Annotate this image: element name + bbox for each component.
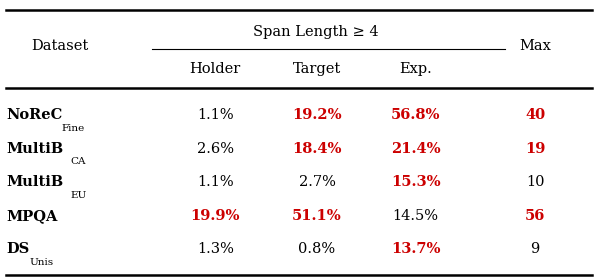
Text: 2.7%: 2.7% (298, 175, 335, 189)
Text: Unis: Unis (30, 258, 54, 267)
Text: 0.8%: 0.8% (298, 242, 335, 256)
Text: 40: 40 (525, 108, 545, 122)
Text: 14.5%: 14.5% (393, 209, 438, 223)
Text: 21.4%: 21.4% (391, 142, 440, 156)
Text: 13.7%: 13.7% (391, 242, 440, 256)
Text: 1.1%: 1.1% (197, 108, 234, 122)
Text: 10: 10 (526, 175, 544, 189)
Text: DS: DS (6, 242, 29, 256)
Text: Target: Target (293, 62, 341, 76)
Text: EU: EU (71, 191, 87, 200)
Text: MultiB: MultiB (6, 175, 63, 189)
Text: 19.2%: 19.2% (292, 108, 341, 122)
Text: 15.3%: 15.3% (391, 175, 440, 189)
Text: 56: 56 (525, 209, 545, 223)
Text: 19: 19 (525, 142, 545, 156)
Text: NoReC: NoReC (6, 108, 62, 122)
Text: 2.6%: 2.6% (197, 142, 234, 156)
Text: 9: 9 (530, 242, 540, 256)
Text: CA: CA (71, 157, 86, 166)
Text: MultiB: MultiB (6, 142, 63, 156)
Text: Max: Max (519, 39, 551, 53)
Text: 56.8%: 56.8% (391, 108, 440, 122)
Text: Span Length ≥ 4: Span Length ≥ 4 (253, 25, 379, 39)
Text: 51.1%: 51.1% (292, 209, 342, 223)
Text: Fine: Fine (61, 124, 84, 133)
Text: 1.1%: 1.1% (197, 175, 234, 189)
Text: Exp.: Exp. (399, 62, 432, 76)
Text: 18.4%: 18.4% (292, 142, 341, 156)
Text: 1.3%: 1.3% (197, 242, 234, 256)
Text: Holder: Holder (190, 62, 241, 76)
Text: MPQA: MPQA (6, 209, 57, 223)
Text: 19.9%: 19.9% (191, 209, 240, 223)
Text: Dataset: Dataset (31, 39, 89, 53)
